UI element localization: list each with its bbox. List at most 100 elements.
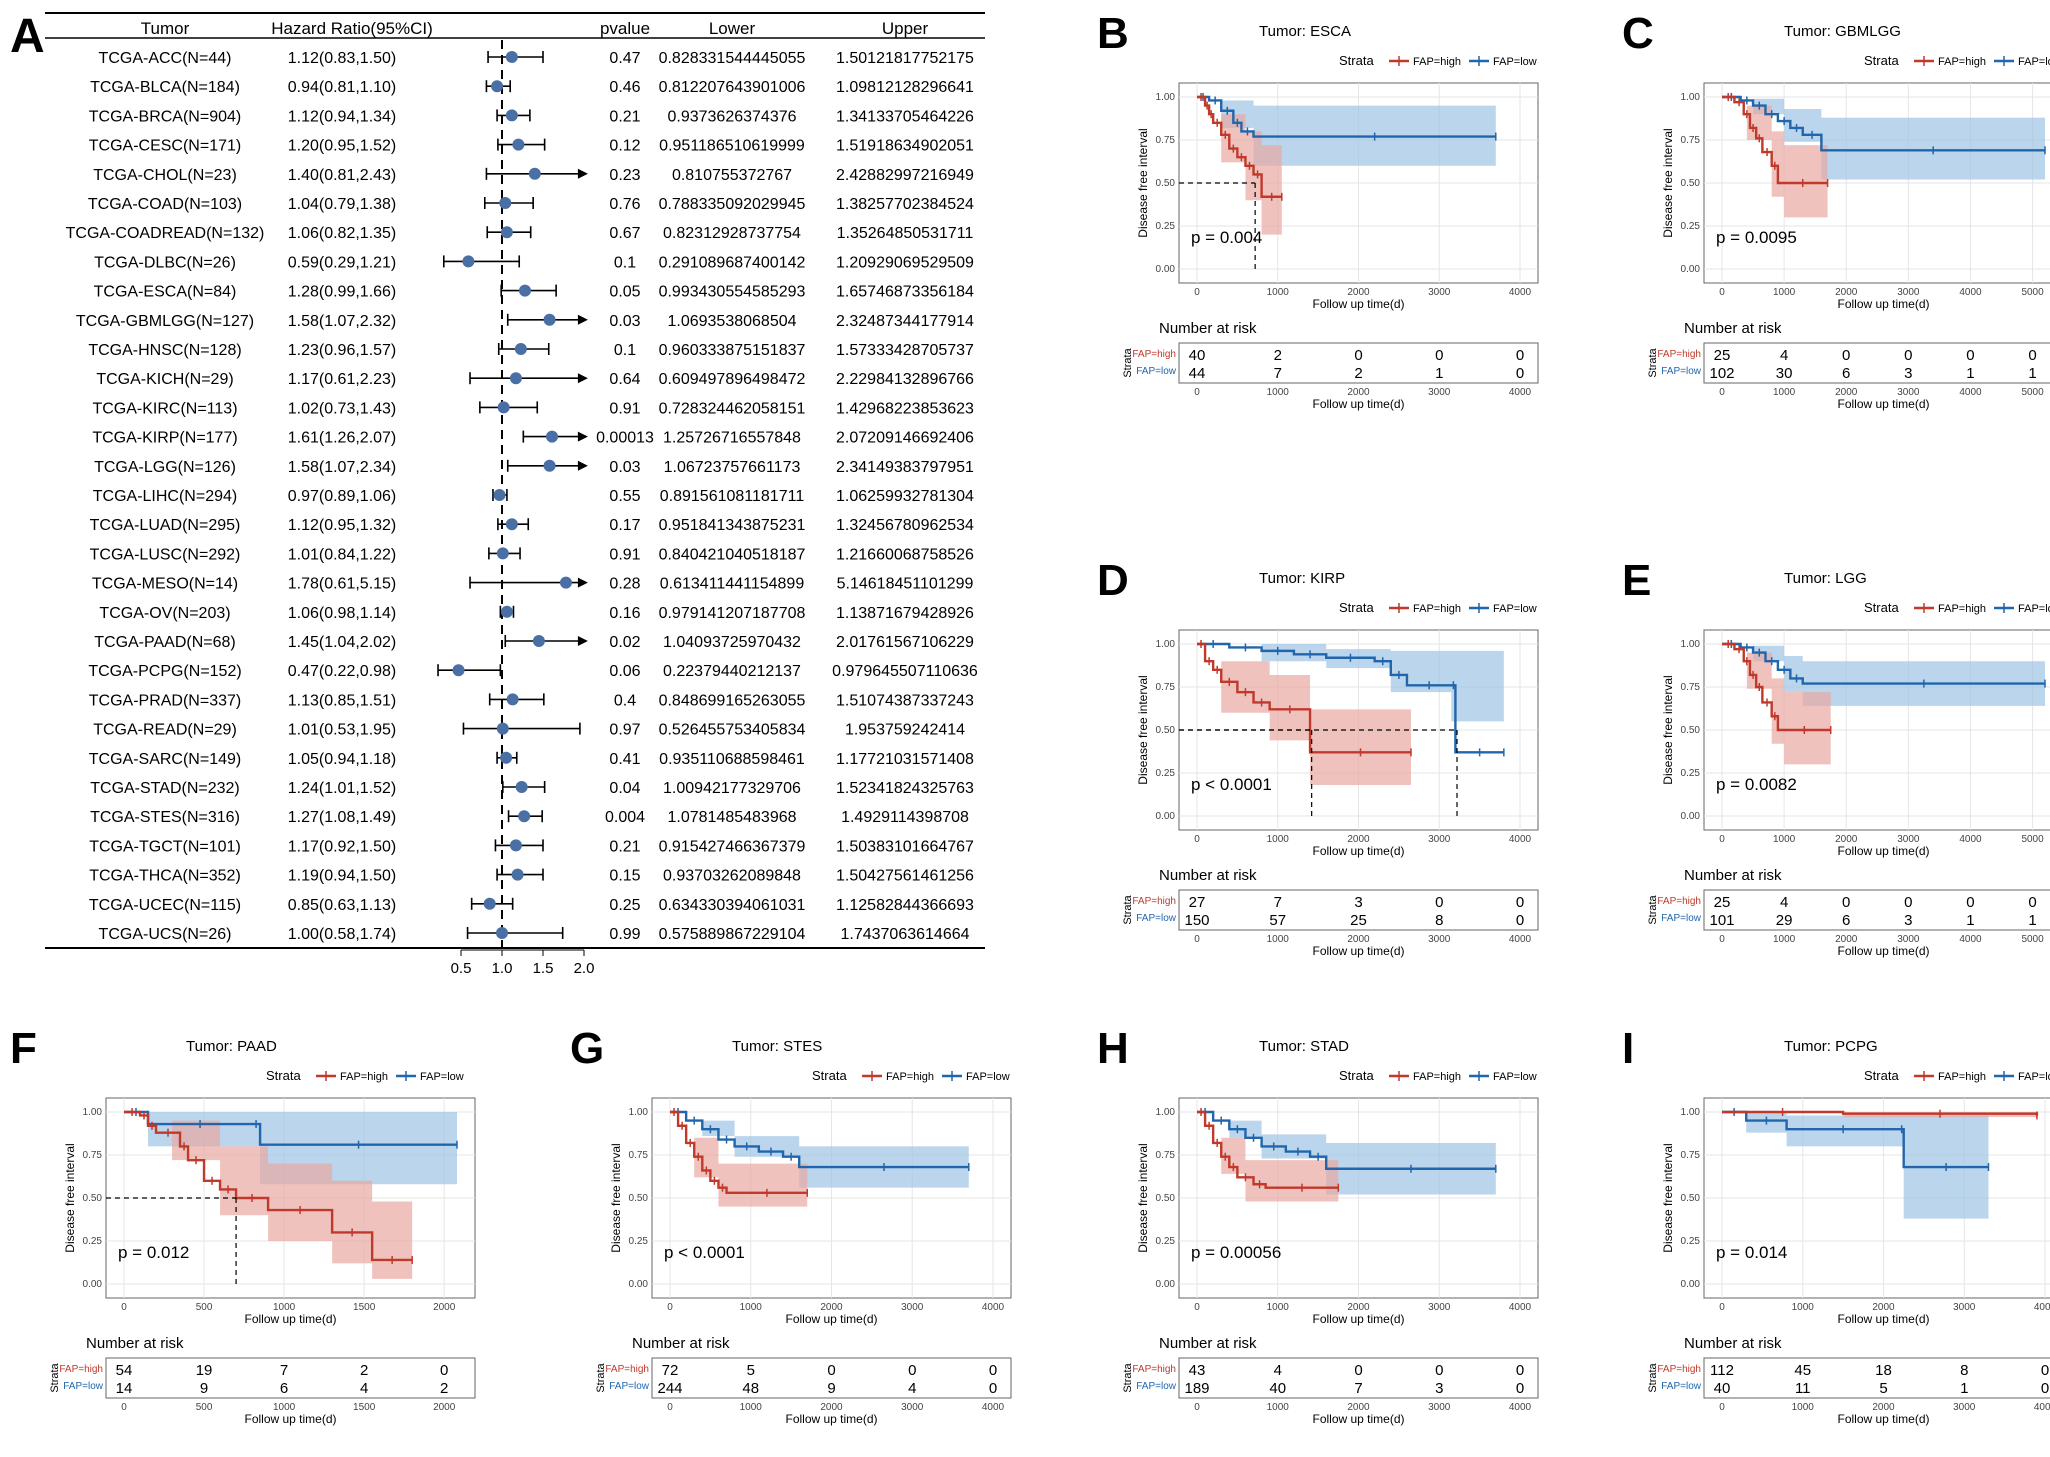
risk-count-high: 0 <box>1842 894 1850 911</box>
row-lower: 1.06723757661173 <box>664 459 801 476</box>
row-lower: 0.848699165263055 <box>659 692 806 709</box>
row-hr: 1.23(0.96,1.57) <box>288 342 397 359</box>
risk-count-low: 30 <box>1776 365 1793 382</box>
x-tick-label: 5000 <box>2021 834 2044 845</box>
panel-letter: B <box>1097 9 1129 58</box>
risk-count-low: 2 <box>440 1380 448 1397</box>
row-pvalue: 0.05 <box>609 284 640 301</box>
risk-table-frame <box>1703 1357 2050 1399</box>
row-hr: 1.61(1.26,2.07) <box>288 430 397 447</box>
y-tick-label: 0.75 <box>1681 682 1701 693</box>
row-tumor: TCGA-LGG(N=126) <box>94 459 236 476</box>
row-lower: 0.728324462058151 <box>659 400 806 417</box>
hr-point <box>452 664 465 677</box>
x-tick-label: 0 <box>1719 1302 1725 1313</box>
x-tick-label: 2000 <box>433 1302 456 1313</box>
risk-label-high: FAP=high <box>1132 896 1176 907</box>
row-hr: 1.13(0.85,1.51) <box>288 692 397 709</box>
risk-x-tick-label: 2000 <box>1872 1402 1895 1413</box>
risk-table-frame <box>1703 342 2050 384</box>
legend-low: FAP=low <box>2018 1071 2050 1083</box>
y-tick-label: 0.25 <box>1156 768 1176 779</box>
y-tick-label: 0.75 <box>83 1150 103 1161</box>
column-header: Upper <box>882 19 929 38</box>
row-lower: 1.00942177329706 <box>663 780 801 797</box>
row-tumor: TCGA-CHOL(N=23) <box>93 167 237 184</box>
risk-count-low: 0 <box>2041 1380 2049 1397</box>
risk-count-low: 0 <box>1516 912 1524 929</box>
row-hr: 1.40(0.81,2.43) <box>288 167 397 184</box>
legend-high: FAP=high <box>340 1071 388 1083</box>
row-upper: 2.34149383797951 <box>836 459 974 476</box>
row-upper: 0.979645507110636 <box>832 663 978 680</box>
risk-count-low: 40 <box>1269 1380 1286 1397</box>
row-tumor: TCGA-PRAD(N=337) <box>89 692 241 709</box>
hr-point <box>500 605 513 618</box>
row-hr: 1.04(0.79,1.38) <box>288 196 397 213</box>
legend-low: FAP=low <box>420 1071 464 1083</box>
column-header: pvalue <box>600 19 650 38</box>
risk-x-tick-label: 4000 <box>2034 1402 2050 1413</box>
panel-letter: D <box>1097 556 1129 605</box>
risk-table-title: Number at risk <box>1159 867 1257 884</box>
row-tumor: TCGA-HNSC(N=128) <box>88 342 241 359</box>
x-tick-label: 3000 <box>1428 1302 1451 1313</box>
row-pvalue: 0.47 <box>609 50 640 67</box>
x-tick-label: 4000 <box>1509 1302 1532 1313</box>
risk-count-low: 25 <box>1350 912 1367 929</box>
risk-x-tick-label: 2000 <box>433 1402 456 1413</box>
x-tick-label: 4000 <box>982 1302 1005 1313</box>
row-upper: 1.38257702384524 <box>836 196 974 213</box>
risk-count-high: 0 <box>1904 894 1912 911</box>
risk-count-high: 0 <box>908 1362 916 1379</box>
row-pvalue: 0.04 <box>609 780 640 797</box>
y-axis-label: Disease free interval <box>1661 128 1675 237</box>
risk-label-low: FAP=low <box>1661 366 1702 377</box>
risk-count-high: 0 <box>1516 894 1524 911</box>
risk-count-low: 57 <box>1269 912 1286 929</box>
risk-x-axis-label: Follow up time(d) <box>1312 1412 1404 1426</box>
hr-point <box>500 226 513 239</box>
row-pvalue: 0.02 <box>609 634 640 651</box>
risk-count-low: 6 <box>1842 365 1850 382</box>
risk-count-low: 1 <box>1966 365 1974 382</box>
x-tick-label: 4000 <box>2034 1302 2050 1313</box>
y-tick-label: 0.75 <box>1156 1150 1176 1161</box>
x-tick-label: 0 <box>667 1302 673 1313</box>
risk-table-frame <box>651 1357 1012 1399</box>
risk-label-high: FAP=high <box>1132 1364 1176 1375</box>
risk-count-high: 4 <box>1780 894 1788 911</box>
row-upper: 1.50383101664767 <box>836 838 974 855</box>
forest-x-tick-label: 1.5 <box>533 960 554 977</box>
risk-count-low: 4 <box>908 1380 916 1397</box>
p-value-label: p < 0.0001 <box>664 1243 745 1262</box>
risk-x-tick-label: 4000 <box>982 1402 1005 1413</box>
row-pvalue: 0.1 <box>614 342 636 359</box>
row-tumor: TCGA-LUSC(N=292) <box>90 546 241 563</box>
risk-count-low: 44 <box>1189 365 1206 382</box>
risk-count-low: 5 <box>1879 1380 1887 1397</box>
row-lower: 0.891561081181711 <box>660 488 805 505</box>
ci-band-low <box>1197 644 1504 794</box>
ci-band-low <box>1722 644 2045 706</box>
row-lower: 0.812207643901006 <box>659 79 806 96</box>
y-axis-label: Disease free interval <box>1661 675 1675 784</box>
row-tumor: TCGA-STES(N=316) <box>90 809 240 826</box>
risk-x-tick-label: 1000 <box>1267 934 1290 945</box>
risk-count-low: 6 <box>1842 912 1850 929</box>
row-pvalue: 0.17 <box>609 517 640 534</box>
x-axis-label: Follow up time(d) <box>785 1312 877 1326</box>
risk-x-tick-label: 1000 <box>1773 934 1796 945</box>
y-tick-label: 1.00 <box>83 1107 103 1118</box>
legend-high: FAP=high <box>1938 56 1986 68</box>
x-tick-label: 1500 <box>353 1302 376 1313</box>
risk-x-tick-label: 1000 <box>273 1402 296 1413</box>
panel-title: Tumor: ESCA <box>1259 23 1351 40</box>
legend-low: FAP=low <box>2018 56 2050 68</box>
risk-label-low: FAP=low <box>1136 1381 1177 1392</box>
risk-strata-label: Strata <box>1122 347 1134 377</box>
column-header: Lower <box>709 19 756 38</box>
risk-count-low: 48 <box>742 1380 759 1397</box>
y-tick-label: 0.75 <box>1156 682 1176 693</box>
